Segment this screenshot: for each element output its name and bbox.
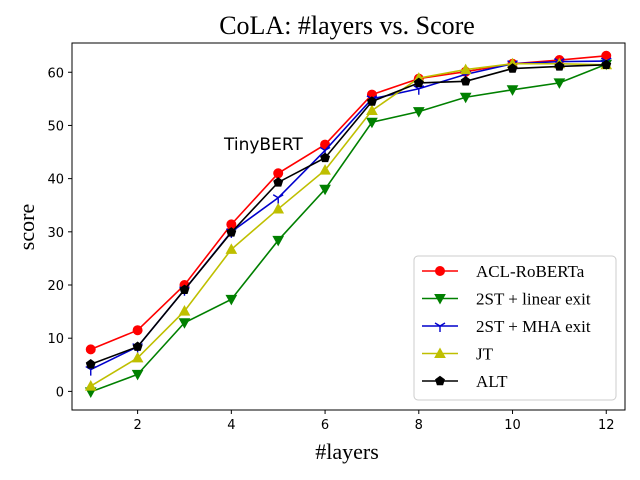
x-axis-label: #layers <box>315 439 379 464</box>
x-tick-label-10: 10 <box>504 418 521 433</box>
data-point-s3-x5 <box>272 202 285 214</box>
data-point-s4-x9 <box>460 76 471 86</box>
data-point-s1-x3 <box>178 318 191 329</box>
y-axis-label: score <box>14 204 39 250</box>
y-tick-label-20: 20 <box>47 279 64 294</box>
data-point-s1-x4 <box>225 294 238 306</box>
chart-title: CoLA: #layers vs. Score <box>219 11 475 40</box>
data-point-s3-x6 <box>319 164 331 175</box>
x-tick-label-2: 2 <box>133 418 141 433</box>
legend-label-3: JT <box>476 345 494 364</box>
data-point-s4-x10 <box>507 63 518 73</box>
data-point-s1-x8 <box>412 107 425 118</box>
x-tick-label-6: 6 <box>321 418 329 433</box>
series-layer <box>84 50 613 398</box>
legend-label-1: 2ST + linear exit <box>476 290 591 309</box>
series-line-3 <box>90 62 607 387</box>
tinybert-annotation: TinyBERT <box>223 135 303 155</box>
data-point-s3-x7 <box>366 104 378 116</box>
data-point-s3-x4 <box>225 243 238 254</box>
y-tick-label-0: 0 <box>56 385 64 400</box>
data-point-s4-x8 <box>413 77 424 88</box>
x-tick-label-4: 4 <box>227 418 235 433</box>
data-point-s4-x6 <box>320 152 331 163</box>
y-tick-label-50: 50 <box>47 119 64 134</box>
legend-marker-4 <box>435 375 445 386</box>
y-tick-label-40: 40 <box>47 173 64 188</box>
legend-marker-3 <box>434 347 446 358</box>
data-point-s0-x1 <box>85 344 96 355</box>
data-point-s1-x6 <box>319 184 331 196</box>
data-point-s4-x1 <box>85 359 96 369</box>
data-point-s1-x2 <box>131 369 144 381</box>
x-tick-label-8: 8 <box>415 418 423 433</box>
series-line-4 <box>90 64 607 366</box>
series-1 <box>84 59 613 398</box>
data-point-s3-x2 <box>131 351 144 363</box>
y-tick-label-10: 10 <box>47 332 64 347</box>
data-point-s0-x5 <box>273 168 284 179</box>
plot-area-frame <box>71 42 626 411</box>
legend-marker-1 <box>434 294 446 305</box>
data-point-s4-x3 <box>179 284 190 295</box>
y-tick-label-30: 30 <box>47 226 64 241</box>
data-point-s4-x7 <box>366 96 377 106</box>
data-point-s4-x5 <box>273 177 284 187</box>
data-point-s1-x11 <box>553 78 566 89</box>
data-point-s1-x9 <box>459 92 472 104</box>
legend-label-0: ACL-RoBERTa <box>476 262 585 281</box>
data-point-s2-x8 <box>413 85 425 95</box>
data-point-s2-x5 <box>272 194 284 204</box>
data-point-s4-x12 <box>601 59 612 70</box>
x-tick-label-12: 12 <box>598 418 615 433</box>
legend-label-2: 2ST + MHA exit <box>476 317 591 336</box>
legend-box <box>413 255 617 401</box>
data-point-s4-x2 <box>132 341 143 351</box>
data-point-s3-x3 <box>178 305 191 316</box>
legend-marker-2 <box>434 322 446 332</box>
data-point-s1-x10 <box>506 85 519 96</box>
y-tick-label-60: 60 <box>47 66 64 81</box>
legend-marker-0 <box>435 266 445 276</box>
data-point-s3-x9 <box>459 63 472 75</box>
series-line-1 <box>90 63 607 393</box>
data-point-s1-x5 <box>272 235 285 247</box>
legend: ACL-RoBERTa 2ST + linear exit 2ST + MHA ex… <box>413 255 617 401</box>
data-point-s4-x11 <box>554 61 565 71</box>
data-point-s0-x2 <box>132 325 143 336</box>
data-point-s4-x4 <box>226 227 237 237</box>
legend-label-4: ALT <box>476 372 508 391</box>
data-point-s1-x7 <box>366 117 378 129</box>
series-4 <box>85 59 612 369</box>
ticks-layer: 2 4 6 8 10 12 0 10 20 30 40 50 60 <box>47 66 614 433</box>
data-point-s3-x1 <box>84 380 97 391</box>
